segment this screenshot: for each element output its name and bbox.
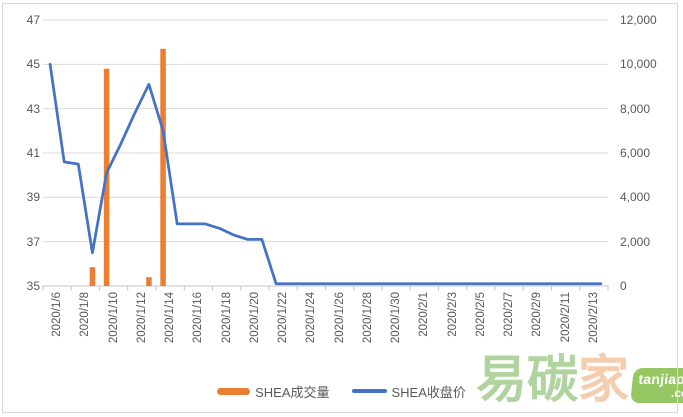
x-axis-tick-label: 2020/1/14	[164, 292, 177, 344]
legend: SHEA成交量 SHEA收盘价	[0, 381, 683, 401]
y-axis-right-tick-label: 4,000	[620, 190, 651, 205]
y-axis-right-tick-label: 0	[620, 279, 627, 293]
x-axis-tick-label: 2020/1/8	[79, 292, 92, 337]
x-axis-tick-label: 2020/1/18	[220, 292, 233, 344]
x-axis-tick-label: 2020/2/9	[531, 292, 544, 337]
legend-item-price: SHEA收盘价	[351, 382, 466, 401]
x-axis-tick-label: 2020/1/12	[135, 292, 148, 344]
y-axis-left-tick-label: 43	[26, 101, 40, 116]
price-line	[48, 62, 603, 286]
legend-item-volume: SHEA成交量	[217, 382, 330, 401]
x-axis-tick-label: 2020/2/13	[587, 292, 600, 344]
x-axis-tick-label: 2020/1/26	[333, 292, 346, 344]
volume-bar	[160, 48, 166, 286]
y-axis-left-tick-label: 45	[26, 57, 40, 72]
volume-bar	[146, 277, 152, 286]
x-axis-tick-label: 2020/2/1	[418, 292, 431, 337]
x-axis-tick-label: 2020/1/6	[51, 292, 64, 337]
y-axis-left-tick-label: 47	[26, 13, 40, 27]
x-axis-tick-label: 2020/2/5	[474, 292, 487, 337]
y-axis-right-tick-label: 2,000	[620, 234, 651, 249]
x-axis-tick-label: 2020/1/28	[361, 292, 374, 344]
y-axis-right-tick-label: 6,000	[620, 146, 651, 160]
y-axis-left-tick-label: 39	[26, 190, 40, 205]
x-axis-tick-label: 2020/1/30	[390, 292, 403, 344]
y-axis-right-tick-label: 8,000	[620, 101, 651, 116]
x-axis-tick-label: 2020/2/7	[503, 292, 516, 337]
x-axis-tick-label: 2020/1/24	[305, 292, 318, 344]
y-axis-right-tick-label: 10,000	[620, 57, 657, 72]
volume-bar	[89, 267, 96, 286]
y-axis-left-tick-label: 35	[26, 279, 40, 293]
y-axis-left-tick-label: 41	[26, 146, 40, 160]
y-axis-right-tick-label: 12,000	[620, 13, 657, 27]
legend-label-volume: SHEA成交量	[255, 384, 330, 400]
x-axis-tick-label: 2020/1/10	[107, 292, 120, 344]
volume-series-swatch-icon	[217, 387, 251, 395]
price-series-swatch-icon	[351, 389, 387, 393]
legend-label-price: SHEA收盘价	[391, 384, 466, 400]
x-axis-tick-label: 2020/1/22	[277, 292, 290, 344]
x-axis-tick-label: 2020/1/20	[248, 292, 261, 344]
y-axis-left-tick-label: 37	[26, 234, 40, 249]
x-axis-tick-label: 2020/2/11	[559, 292, 572, 343]
x-axis-tick-label: 2020/1/16	[192, 292, 205, 344]
x-axis-tick-label: 2020/2/3	[446, 292, 459, 337]
